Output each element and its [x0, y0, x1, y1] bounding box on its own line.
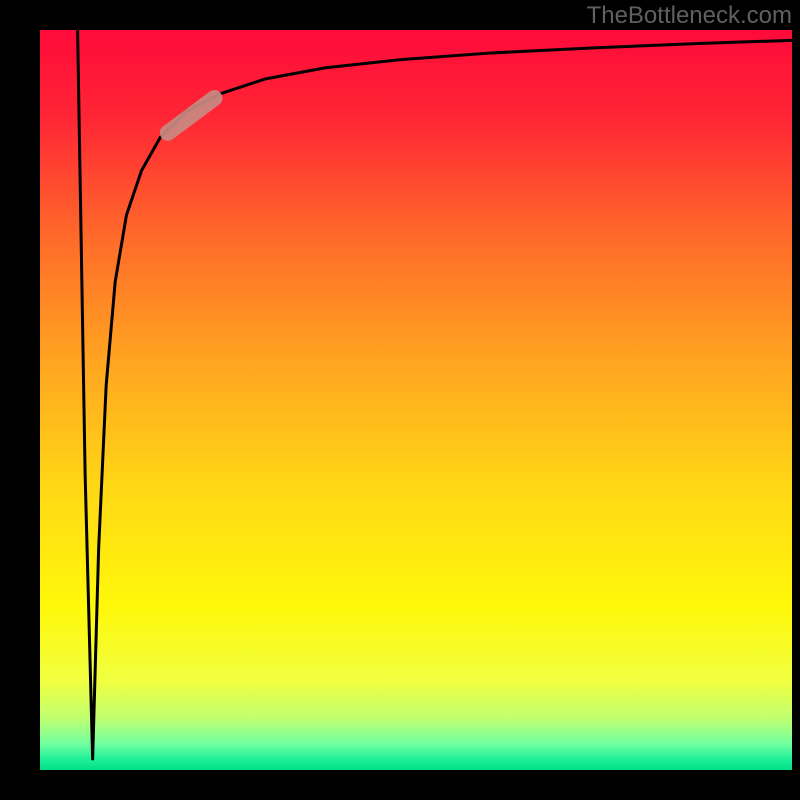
chart-container: TheBottleneck.com	[0, 0, 800, 800]
main-curve	[78, 30, 792, 759]
plot-area	[40, 30, 792, 770]
watermark-text: TheBottleneck.com	[587, 2, 792, 30]
curve-layer	[40, 30, 792, 770]
highlight-segment	[168, 98, 215, 133]
